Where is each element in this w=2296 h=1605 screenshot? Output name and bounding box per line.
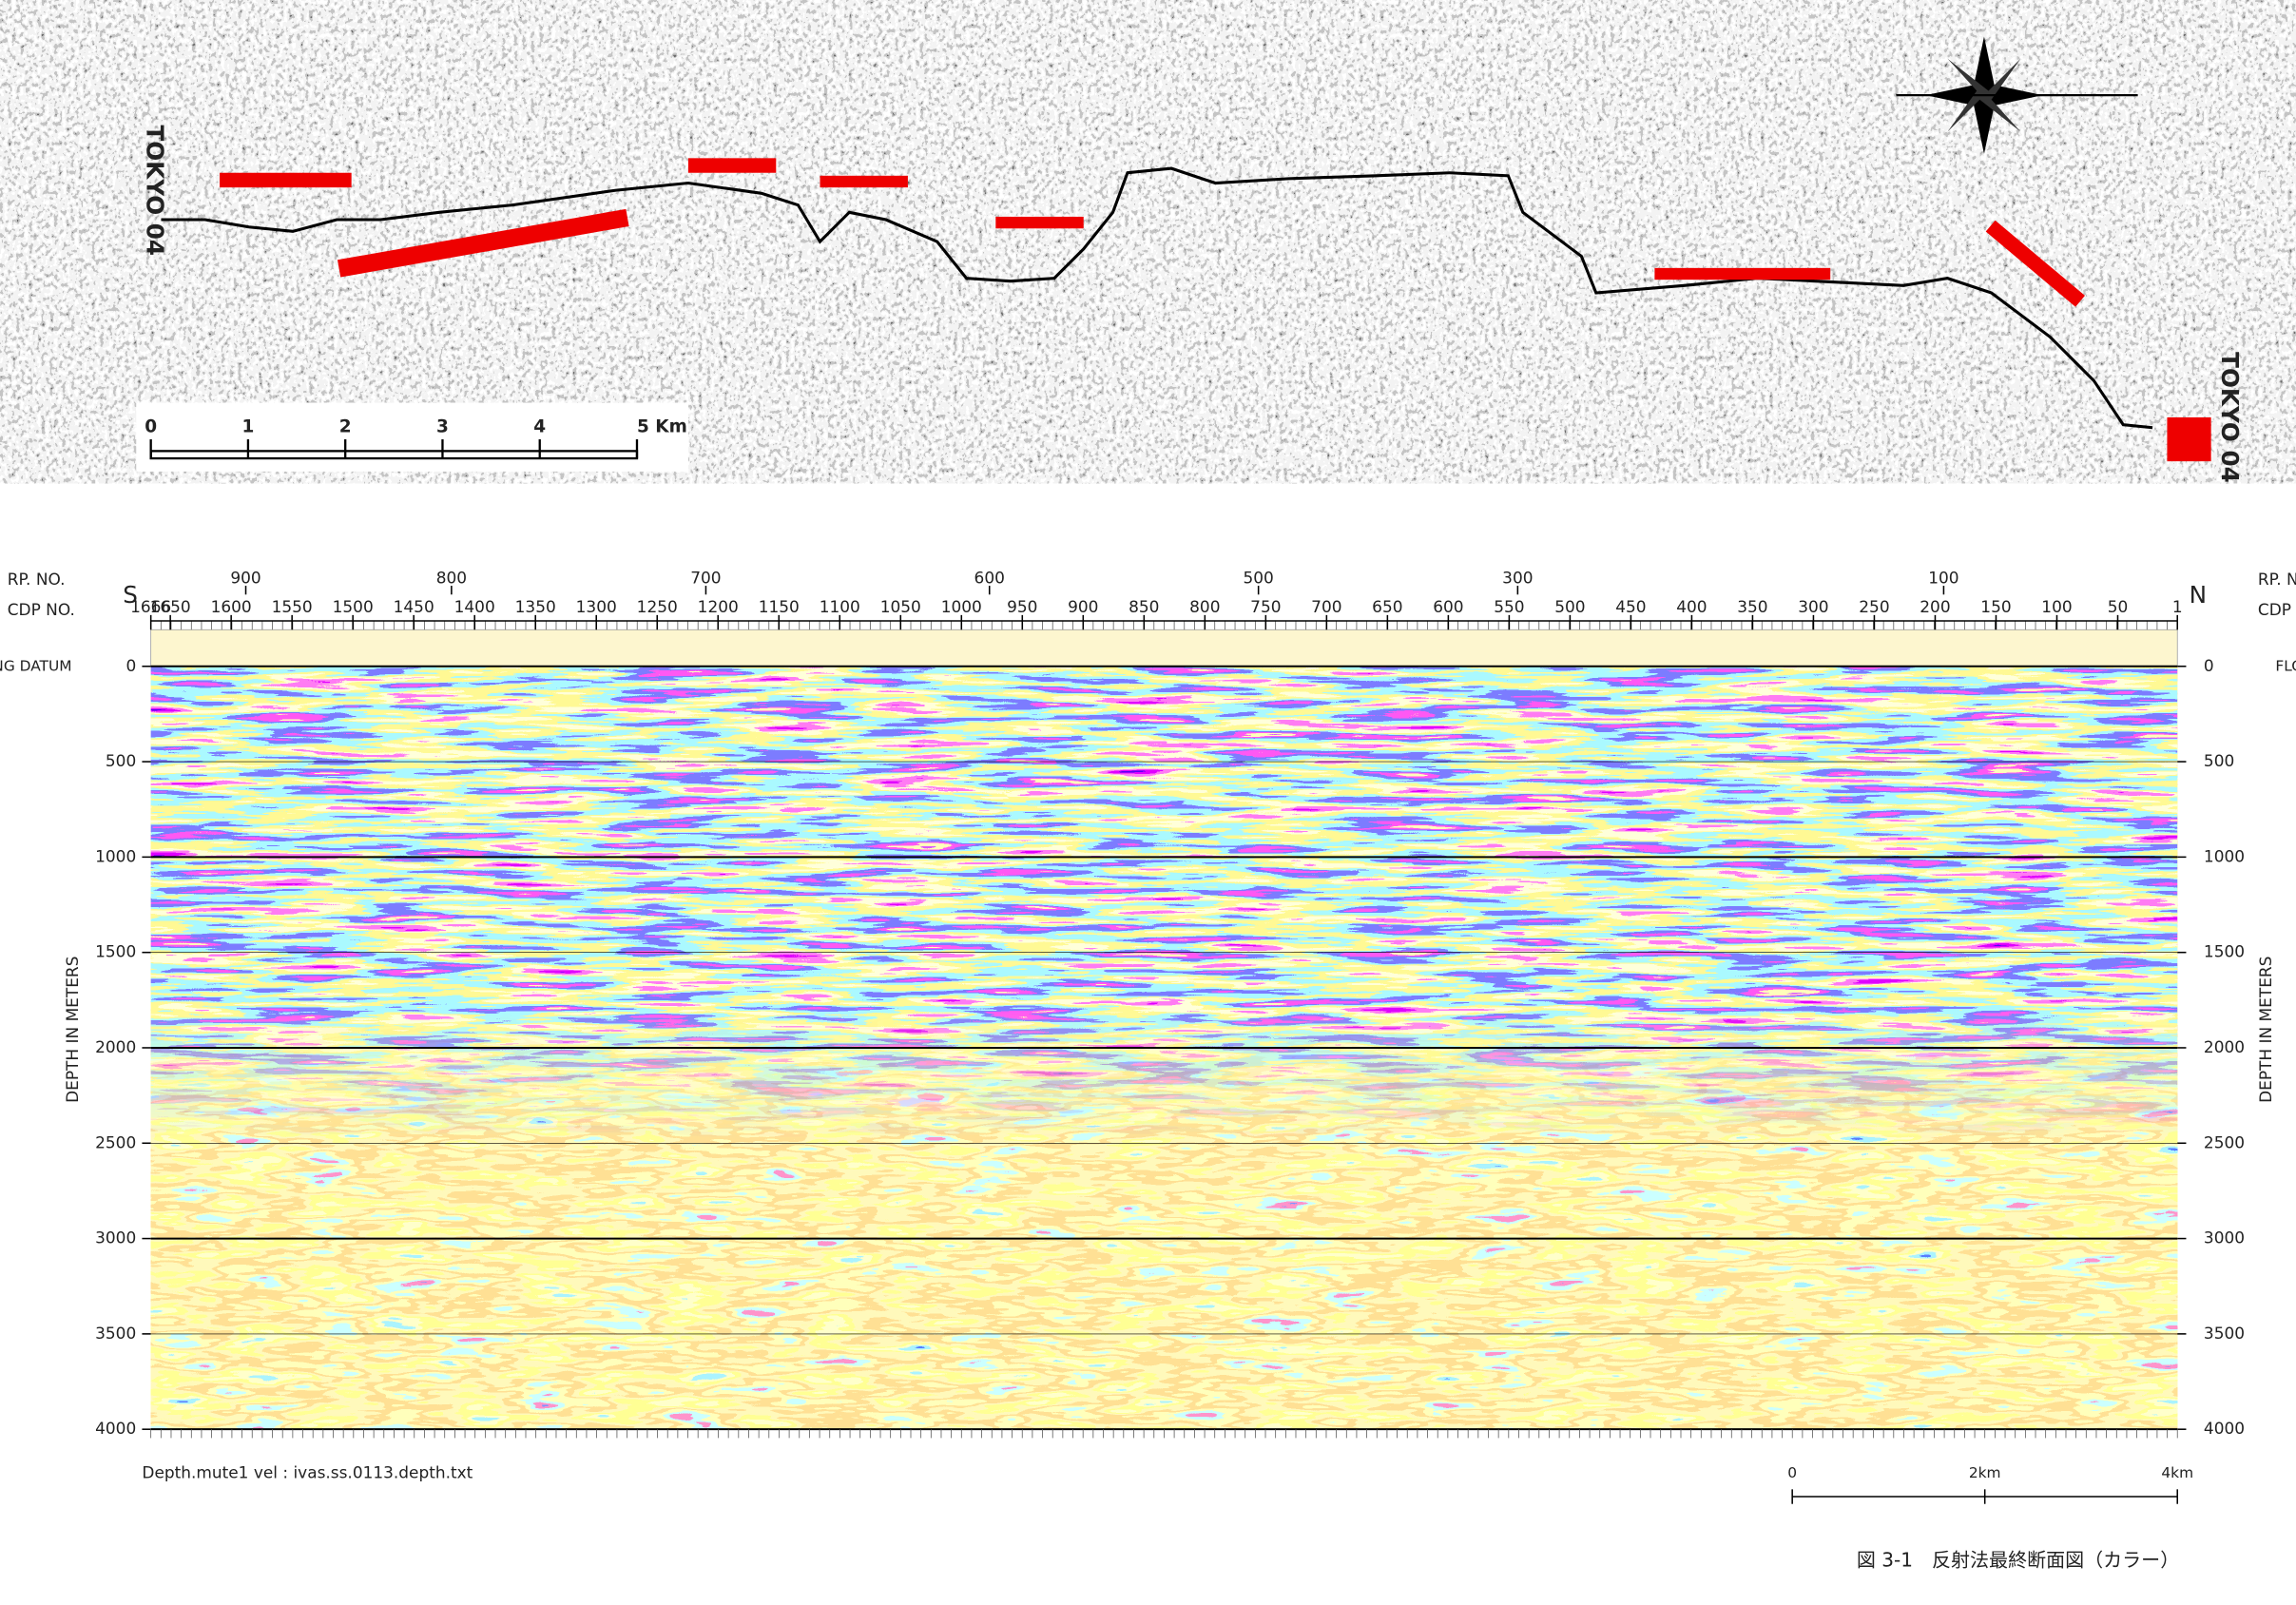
rp-tick-label: 500 xyxy=(1243,568,1273,587)
depth-tick-label: 0 xyxy=(2204,656,2214,675)
map-scale: 0 1 2 3 4 5 Km xyxy=(145,417,687,460)
cdp-tick-label: 1500 xyxy=(333,597,374,616)
cdp-tick-label: 1450 xyxy=(394,597,434,616)
route-label: TOKYO 04 xyxy=(2216,352,2244,483)
depth-tick-label: 2000 xyxy=(95,1037,136,1056)
cdp-tick-label: 650 xyxy=(1372,597,1402,616)
cdp-tick-label: 1300 xyxy=(576,597,617,616)
depth-title: DEPTH IN METERS xyxy=(63,957,82,1103)
depth-tick-label: 4000 xyxy=(95,1419,136,1438)
cdp-tick-label: 1050 xyxy=(880,597,921,616)
depth-tick-label: 1000 xyxy=(95,846,136,865)
map-scale-label: 0 xyxy=(145,417,157,437)
cdp-tick-label: 200 xyxy=(1920,597,1950,616)
cdp-tick-label: 550 xyxy=(1494,597,1524,616)
cdp-tick-label: 1100 xyxy=(820,597,860,616)
survey-route xyxy=(161,166,2153,430)
depth-tick-label: 0 xyxy=(125,656,136,675)
cdp-tick-label: 250 xyxy=(1859,597,1889,616)
depth-tick-label: 4000 xyxy=(2204,1419,2245,1438)
depth-tick-label: 3000 xyxy=(95,1228,136,1247)
rp-tick-label: 800 xyxy=(436,568,467,587)
cdp-tick-label: 400 xyxy=(1676,597,1707,616)
cdp-tick-label: 1550 xyxy=(272,597,313,616)
depth-tick-label: 3000 xyxy=(2204,1228,2245,1247)
map-scale-label: 1 xyxy=(241,417,254,437)
cdp-tick-label: 450 xyxy=(1615,597,1646,616)
scale-label: 2km xyxy=(1969,1464,2001,1481)
datum-band xyxy=(150,628,2178,667)
cdp-tick-label: 900 xyxy=(1068,597,1098,616)
cdp-label: CDP NO. xyxy=(8,600,75,619)
depth-tick-label: 3500 xyxy=(2204,1324,2245,1343)
cdp-tick-label: 150 xyxy=(1980,597,2011,616)
cdp-tick-label: 1 xyxy=(2172,597,2183,616)
scale-label: 4km xyxy=(2161,1464,2193,1481)
cdp-tick-label: 950 xyxy=(1007,597,1037,616)
cdp-tick-label: 1150 xyxy=(759,597,800,616)
rp-tick-label: 300 xyxy=(1502,568,1533,587)
station-marks xyxy=(220,158,2211,462)
depth-tick-label: 2500 xyxy=(95,1132,136,1151)
datum-label: FLOATING DATUM xyxy=(2275,657,2296,674)
cdp-tick-label: 1666 xyxy=(130,597,171,616)
cdp-tick-label: 100 xyxy=(2041,597,2072,616)
cdp-tick-label: 1000 xyxy=(941,597,982,616)
cdp-tick-label: 1350 xyxy=(515,597,556,616)
depth-title: DEPTH IN METERS xyxy=(2256,957,2275,1103)
depth-tick-label: 1500 xyxy=(95,942,136,961)
cdp-tick-label: 800 xyxy=(1189,597,1220,616)
cdp-tick-label: 1600 xyxy=(211,597,252,616)
cdp-tick-label: 50 xyxy=(2108,597,2129,616)
depth-tick-label: 500 xyxy=(106,751,136,770)
depth-tick-label: 1000 xyxy=(2204,846,2245,865)
depth-tick-label: 1500 xyxy=(2204,942,2245,961)
rp-tick-label: 900 xyxy=(230,568,260,587)
cdp-tick-label: 1650 xyxy=(150,597,191,616)
map-scale-label: 2 xyxy=(339,417,352,437)
rp-label: RP. NO. xyxy=(2258,570,2296,589)
cdp-tick-label: 1400 xyxy=(454,597,495,616)
depth-tick-label: 500 xyxy=(2204,751,2234,770)
scale-label: 0 xyxy=(1787,1464,1797,1481)
cdp-tick-label: 600 xyxy=(1433,597,1463,616)
route-label: TOKYO 04 xyxy=(142,125,169,256)
rp-tick-label: 100 xyxy=(1928,568,1958,587)
end-label: N xyxy=(2190,581,2207,609)
cdp-tick-label: 500 xyxy=(1554,597,1585,616)
cdp-tick-label: 1250 xyxy=(637,597,678,616)
cdp-tick-label: 300 xyxy=(1798,597,1828,616)
map-scale-label: 3 xyxy=(436,417,449,437)
map-scale-label: 4 xyxy=(533,417,546,437)
cdp-tick-label: 350 xyxy=(1737,597,1767,616)
rp-label: RP. NO. xyxy=(8,570,66,589)
rp-tick-label: 700 xyxy=(690,568,721,587)
start-label: S xyxy=(123,581,138,609)
map-scale-box xyxy=(136,402,688,472)
cdp-tick-label: 1200 xyxy=(698,597,739,616)
compass-rose xyxy=(1896,36,2138,154)
depth-tick-label: 3500 xyxy=(95,1324,136,1343)
cdp-tick-label: 850 xyxy=(1129,597,1159,616)
rp-tick-label: 600 xyxy=(974,568,1005,587)
map-scale-label: 5 Km xyxy=(637,417,687,437)
cdp-tick-label: 750 xyxy=(1250,597,1281,616)
footnote: Depth.mute1 vel : ivas.ss.0113.depth.txt xyxy=(142,1462,473,1481)
datum-label: FLOATING DATUM xyxy=(0,657,71,674)
caption: 図 3-1 反射法最終断面図（カラー） xyxy=(1857,1548,2179,1571)
depth-tick-label: 2500 xyxy=(2204,1132,2245,1151)
depth-tick-label: 2000 xyxy=(2204,1037,2245,1056)
cdp-tick-label: 700 xyxy=(1311,597,1341,616)
cdp-label: CDP NO. xyxy=(2258,600,2296,619)
map-scale-bar xyxy=(149,450,639,460)
